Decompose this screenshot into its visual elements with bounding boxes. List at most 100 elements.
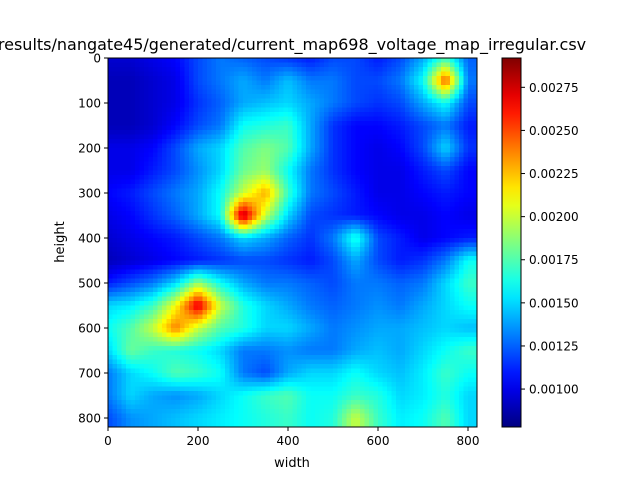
heatmap-cell (463, 67, 469, 73)
heatmap-cell (279, 112, 285, 118)
heatmap-cell (427, 139, 433, 145)
heatmap-cell (432, 89, 438, 95)
heatmap-cell (265, 143, 271, 149)
heatmap-cell (193, 305, 199, 311)
heatmap-cell (378, 161, 384, 167)
heatmap-cell (432, 71, 438, 77)
heatmap-cell (297, 319, 303, 325)
heatmap-cell (445, 206, 451, 212)
heatmap-cell (351, 71, 357, 77)
heatmap-cell (450, 98, 456, 104)
heatmap-cell (153, 229, 159, 235)
heatmap-cell (139, 278, 145, 284)
heatmap-cell (171, 278, 177, 284)
heatmap-cell (364, 215, 370, 221)
heatmap-cell (261, 260, 267, 266)
heatmap-cell (126, 247, 132, 253)
heatmap-cell (360, 238, 366, 244)
heatmap-cell (445, 220, 451, 226)
heatmap-cell (234, 247, 240, 253)
heatmap-cell (324, 260, 330, 266)
heatmap-cell (432, 220, 438, 226)
heatmap-cell (342, 238, 348, 244)
heatmap-cell (364, 143, 370, 149)
heatmap-cell (342, 134, 348, 140)
heatmap-cell (445, 157, 451, 163)
heatmap-cell (427, 328, 433, 334)
heatmap-cell (459, 98, 465, 104)
heatmap-cell (139, 305, 145, 311)
heatmap-cell (472, 274, 477, 280)
heatmap-cell (117, 139, 123, 145)
heatmap-cell (288, 184, 294, 190)
heatmap-cell (306, 184, 312, 190)
heatmap-cell (270, 139, 276, 145)
heatmap-cell (117, 211, 123, 217)
heatmap-cell (301, 175, 307, 181)
heatmap-cell (400, 319, 406, 325)
heatmap-cell (432, 197, 438, 203)
heatmap-cell (180, 116, 186, 122)
heatmap-cell (216, 166, 222, 172)
heatmap-cell (157, 229, 163, 235)
heatmap-cell (319, 278, 325, 284)
heatmap-cell (342, 103, 348, 109)
heatmap-cell (378, 116, 384, 122)
heatmap-cell (234, 161, 240, 167)
heatmap-cell (405, 319, 411, 325)
heatmap-cell (315, 170, 321, 176)
heatmap-cell (328, 229, 334, 235)
heatmap-cell (288, 116, 294, 122)
heatmap-cell (166, 283, 172, 289)
heatmap-cell (400, 233, 406, 239)
heatmap-cell (436, 310, 442, 316)
heatmap-cell (274, 197, 280, 203)
heatmap-cell (139, 94, 145, 100)
heatmap-cell (229, 148, 235, 154)
heatmap-cell (288, 103, 294, 109)
heatmap-cell (373, 310, 379, 316)
heatmap-cell (202, 269, 208, 275)
heatmap-cell (306, 85, 312, 91)
heatmap-cell (139, 58, 145, 64)
heatmap-cell (252, 76, 258, 82)
heatmap-cell (409, 314, 415, 320)
heatmap-cell (310, 256, 316, 262)
heatmap-cell (450, 260, 456, 266)
heatmap-cell (472, 296, 477, 302)
heatmap-cell (342, 314, 348, 320)
heatmap-cell (459, 148, 465, 154)
heatmap-cell (432, 292, 438, 298)
heatmap-cell (126, 229, 132, 235)
heatmap-cell (346, 211, 352, 217)
heatmap-cell (436, 143, 442, 149)
heatmap-cell (297, 94, 303, 100)
heatmap-cell (207, 238, 213, 244)
heatmap-cell (135, 215, 141, 221)
heatmap-cell (144, 328, 150, 334)
heatmap-cell (265, 287, 271, 293)
heatmap-cell (369, 211, 375, 217)
heatmap-cell (382, 193, 388, 199)
heatmap-cell (369, 220, 375, 226)
heatmap-cell (211, 175, 217, 181)
heatmap-cell (247, 211, 253, 217)
heatmap-cell (463, 175, 469, 181)
heatmap-cell (333, 71, 339, 77)
heatmap-cell (427, 287, 433, 293)
heatmap-cell (360, 305, 366, 311)
heatmap-cell (297, 161, 303, 167)
heatmap-cell (279, 121, 285, 127)
heatmap-cell (328, 323, 334, 329)
heatmap-cell (252, 112, 258, 118)
heatmap-cell (153, 292, 159, 298)
heatmap-cell (270, 314, 276, 320)
heatmap-cell (256, 116, 262, 122)
heatmap-cell (162, 314, 168, 320)
heatmap-cell (405, 67, 411, 73)
heatmap-cell (400, 202, 406, 208)
heatmap-cell (346, 269, 352, 275)
heatmap-cell (202, 184, 208, 190)
heatmap-cell (121, 112, 127, 118)
heatmap-cell (400, 175, 406, 181)
